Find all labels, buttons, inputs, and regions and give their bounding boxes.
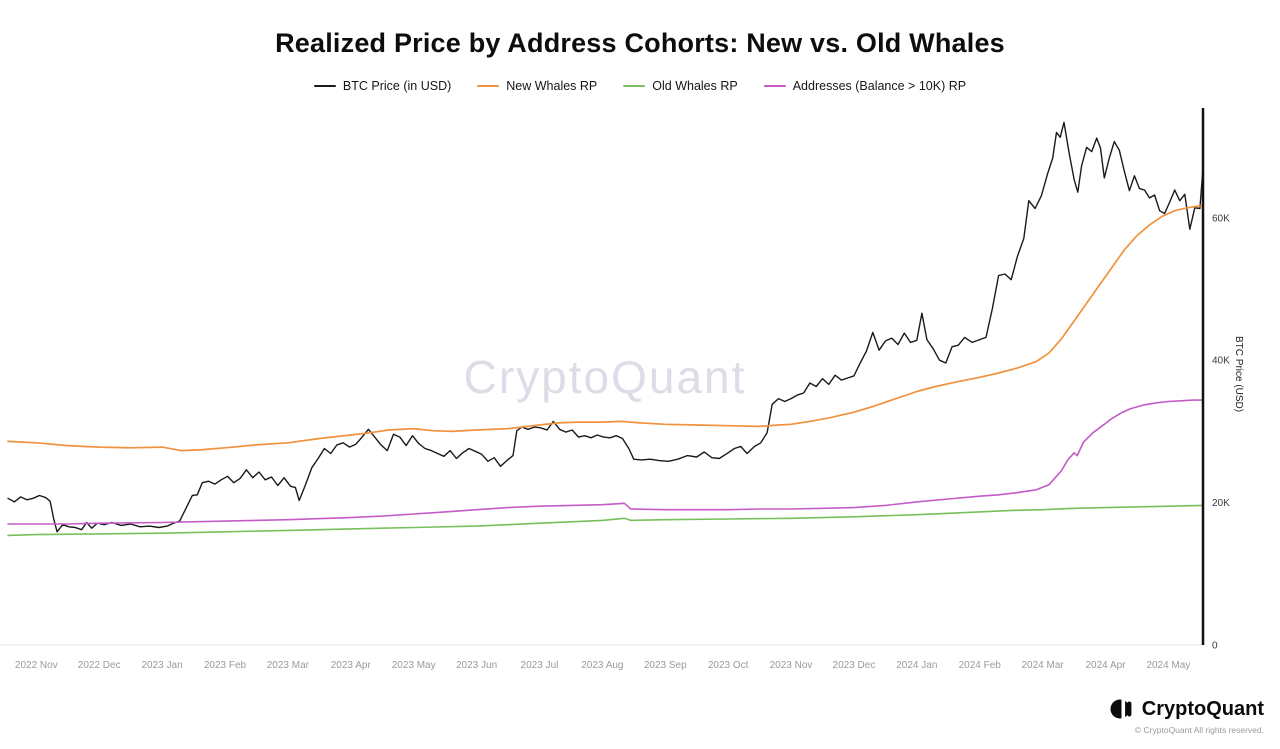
x-tick-label: 2023 Jan: [142, 660, 183, 671]
y-tick-label: 20K: [1212, 498, 1230, 509]
legend-item-btc-price-in-usd[interactable]: BTC Price (in USD): [313, 79, 452, 93]
legend-swatch-old-whales-rp: [623, 84, 646, 88]
x-tick-label: 2023 Mar: [267, 660, 310, 671]
x-tick-label: 2023 Jun: [456, 660, 497, 671]
footer-copyright: © CryptoQuant All rights reserved.: [1134, 725, 1264, 735]
x-tick-label: 2024 Feb: [959, 660, 1002, 671]
footer-brand-row: CryptoQuant: [1109, 696, 1264, 722]
footer-brand-name: CryptoQuant: [1141, 697, 1264, 720]
x-tick-label: 2023 Dec: [833, 660, 876, 671]
x-tick-label: 2023 Oct: [708, 660, 749, 671]
x-tick-label: 2023 Nov: [770, 660, 813, 671]
x-tick-label: 2024 May: [1146, 660, 1190, 671]
x-tick-label: 2022 Dec: [78, 660, 121, 671]
x-tick-label: 2022 Nov: [15, 660, 58, 671]
series-line-addresses-balance-10k-rp: [7, 399, 1204, 525]
legend-item-old-whales-rp[interactable]: Old Whales RP: [623, 79, 738, 93]
y-axis-label: BTC Price (USD): [1233, 336, 1244, 413]
x-tick-label: 2024 Apr: [1085, 660, 1126, 671]
series-line-btc-price-in-usd: [7, 121, 1204, 533]
legend-label: BTC Price (in USD): [342, 79, 452, 93]
x-tick-label: 2023 May: [392, 660, 436, 671]
chart-legend: BTC Price (in USD) New Whales RP Old Whale…: [0, 79, 1280, 93]
series-line-new-whales-rp: [7, 204, 1204, 452]
legend-item-addresses-balance-10k-rp[interactable]: Addresses (Balance > 10K) RP: [763, 79, 967, 93]
cryptoquant-logo: [1110, 699, 1132, 719]
x-tick-label: 2023 Jul: [521, 660, 559, 671]
legend-swatch-new-whales-rp: [477, 84, 500, 88]
footer-branding: CryptoQuant © CryptoQuant All rights res…: [1109, 696, 1264, 735]
x-tick-label: 2023 Sep: [644, 660, 687, 671]
legend-item-new-whales-rp[interactable]: New Whales RP: [477, 79, 597, 93]
y-tick-label: 60K: [1212, 213, 1230, 224]
x-tick-label: 2024 Mar: [1021, 660, 1064, 671]
y-tick-label: 40K: [1212, 356, 1230, 367]
chart-title: Realized Price by Address Cohorts: New v…: [275, 28, 1005, 58]
x-tick-label: 2023 Apr: [331, 660, 372, 671]
legend-swatch-btc-price-in-usd: [313, 84, 336, 88]
legend-label: New Whales RP: [506, 79, 598, 93]
y-tick-label: 0: [1212, 641, 1218, 652]
legend-label: Old Whales RP: [652, 79, 738, 93]
legend-label: Addresses (Balance > 10K) RP: [792, 79, 967, 93]
series-line-old-whales-rp: [7, 504, 1204, 537]
x-tick-label: 2024 Jan: [896, 660, 937, 671]
x-tick-label: 2023 Aug: [581, 660, 623, 671]
legend-swatch-addresses-balance-10k-rp: [763, 84, 786, 88]
x-tick-label: 2023 Feb: [204, 660, 247, 671]
